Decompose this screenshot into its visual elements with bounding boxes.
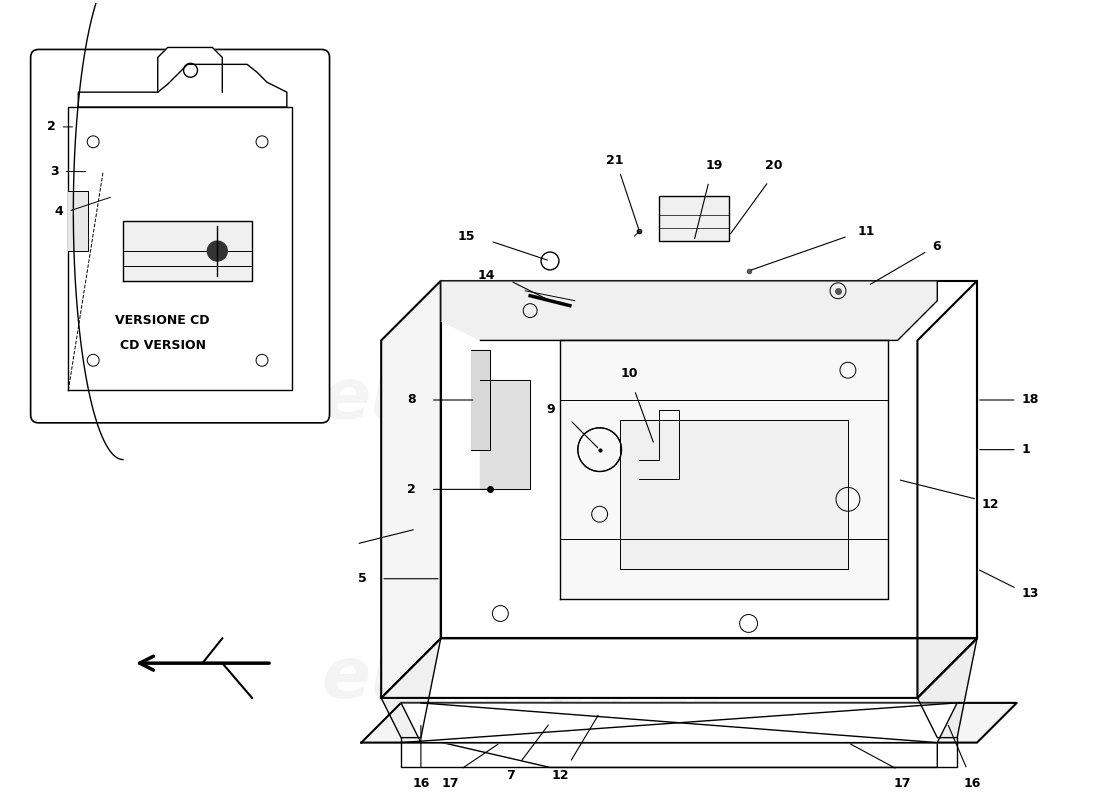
- Text: 16: 16: [964, 778, 981, 790]
- Polygon shape: [361, 703, 1016, 742]
- Text: 17: 17: [442, 778, 460, 790]
- Polygon shape: [481, 380, 530, 490]
- Polygon shape: [471, 350, 491, 450]
- Text: 16: 16: [412, 778, 430, 790]
- Text: 2: 2: [407, 483, 416, 496]
- Text: 19: 19: [705, 158, 723, 171]
- Text: 13: 13: [1022, 587, 1040, 600]
- Text: 5: 5: [358, 572, 366, 586]
- Polygon shape: [441, 281, 937, 341]
- Text: 8: 8: [407, 394, 416, 406]
- Polygon shape: [382, 638, 977, 698]
- Text: 3: 3: [50, 165, 58, 178]
- Text: eurospares: eurospares: [375, 661, 725, 715]
- Polygon shape: [917, 638, 977, 738]
- Text: 12: 12: [551, 770, 569, 782]
- Polygon shape: [402, 738, 957, 767]
- Polygon shape: [382, 281, 441, 698]
- Text: 7: 7: [506, 770, 515, 782]
- Polygon shape: [68, 191, 88, 251]
- Text: eurospares: eurospares: [321, 643, 779, 713]
- Text: VERSIONE CD: VERSIONE CD: [116, 314, 210, 327]
- Polygon shape: [560, 341, 888, 598]
- Circle shape: [208, 241, 228, 261]
- Polygon shape: [382, 638, 441, 738]
- Polygon shape: [402, 703, 957, 742]
- Text: 12: 12: [982, 498, 1000, 510]
- Text: 15: 15: [458, 230, 475, 242]
- Text: 2: 2: [46, 121, 55, 134]
- Polygon shape: [68, 107, 292, 390]
- FancyBboxPatch shape: [659, 197, 728, 241]
- Polygon shape: [78, 64, 287, 107]
- Text: 11: 11: [858, 225, 876, 238]
- Text: 9: 9: [547, 403, 556, 417]
- FancyBboxPatch shape: [31, 50, 330, 423]
- Text: 18: 18: [1022, 394, 1040, 406]
- Text: 6: 6: [933, 239, 940, 253]
- Polygon shape: [441, 281, 977, 638]
- Text: 10: 10: [620, 367, 638, 380]
- Text: 14: 14: [477, 270, 495, 282]
- Polygon shape: [619, 420, 848, 569]
- Polygon shape: [157, 47, 222, 92]
- Polygon shape: [421, 738, 937, 767]
- Text: CD VERSION: CD VERSION: [120, 339, 206, 352]
- Polygon shape: [917, 281, 977, 698]
- Text: eurospares: eurospares: [321, 366, 779, 434]
- Polygon shape: [123, 222, 252, 281]
- Text: 21: 21: [606, 154, 624, 166]
- Text: 17: 17: [894, 778, 911, 790]
- Text: 20: 20: [764, 158, 782, 171]
- Text: 4: 4: [55, 205, 64, 218]
- Text: 1: 1: [1022, 443, 1031, 456]
